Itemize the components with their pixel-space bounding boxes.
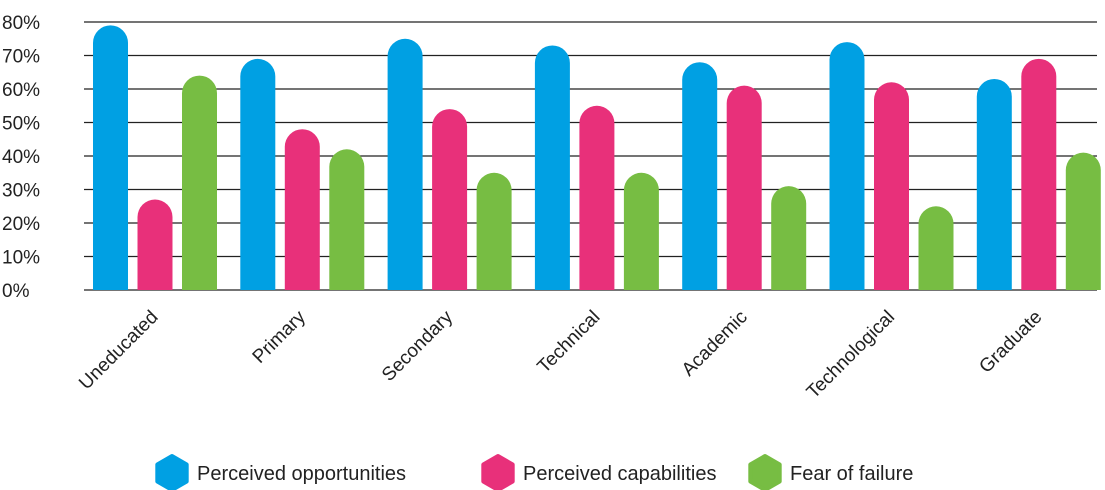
legend: Perceived opportunities Perceived capabil… bbox=[155, 454, 913, 490]
x-tick-label: Primary bbox=[249, 306, 310, 367]
y-tick-label: 70% bbox=[2, 47, 40, 68]
y-axis-ticks: 0% 10% 20% 30% 40% 50% 60% 70% 80% bbox=[2, 13, 40, 302]
bar-technological-perceived-opportunities bbox=[829, 42, 865, 290]
x-tick-label: Technical bbox=[534, 307, 605, 378]
x-tick-label: Uneducated bbox=[75, 307, 162, 394]
bar-primary-perceived-capabilities bbox=[284, 129, 320, 290]
x-tick-label: Technological bbox=[803, 307, 899, 403]
y-tick-label: 40% bbox=[2, 147, 40, 168]
legend-label: Fear of failure bbox=[790, 463, 913, 485]
legend-marker-icon bbox=[748, 454, 782, 490]
x-tick-label: Secondary bbox=[378, 306, 457, 385]
bar-academic-perceived-opportunities bbox=[682, 62, 718, 290]
legend-label: Perceived capabilities bbox=[523, 463, 716, 485]
y-tick-label: 30% bbox=[2, 181, 40, 202]
y-tick-label: 10% bbox=[2, 248, 40, 269]
bar-graduate-perceived-capabilities bbox=[1021, 58, 1057, 290]
bar-primary-perceived-opportunities bbox=[240, 58, 276, 291]
y-tick-label: 60% bbox=[2, 80, 40, 101]
bar-technical-perceived-opportunities bbox=[534, 45, 570, 291]
y-tick-label: 80% bbox=[2, 13, 40, 34]
y-tick-label: 20% bbox=[2, 214, 40, 235]
legend-marker-icon bbox=[155, 454, 189, 490]
bar-technical-fear-of-failure bbox=[623, 172, 659, 290]
bar-graduate-fear-of-failure bbox=[1065, 152, 1101, 290]
bar-uneducated-perceived-capabilities bbox=[137, 199, 173, 290]
x-tick-label: Graduate bbox=[975, 307, 1046, 378]
bar-secondary-fear-of-failure bbox=[476, 172, 512, 290]
bar-secondary-perceived-opportunities bbox=[387, 38, 423, 291]
y-tick-label: 0% bbox=[2, 281, 30, 302]
bar-primary-fear-of-failure bbox=[329, 149, 365, 290]
bars bbox=[93, 25, 1101, 291]
bar-technical-perceived-capabilities bbox=[579, 105, 615, 290]
bar-graduate-perceived-opportunities bbox=[976, 78, 1012, 290]
legend-marker-icon bbox=[481, 454, 515, 490]
bar-uneducated-perceived-opportunities bbox=[93, 25, 128, 290]
bar-uneducated-fear-of-failure bbox=[182, 75, 217, 290]
bar-technological-perceived-capabilities bbox=[874, 82, 909, 290]
bar-secondary-perceived-capabilities bbox=[432, 109, 468, 290]
bar-technological-fear-of-failure bbox=[918, 206, 954, 290]
bar-academic-fear-of-failure bbox=[771, 186, 807, 290]
x-tick-label: Academic bbox=[678, 307, 752, 381]
y-tick-label: 50% bbox=[2, 114, 40, 135]
bar-academic-perceived-capabilities bbox=[726, 85, 762, 291]
x-axis-labels: Uneducated Primary Secondary Technical Acade… bbox=[75, 306, 1046, 403]
legend-label: Perceived opportunities bbox=[197, 463, 406, 485]
